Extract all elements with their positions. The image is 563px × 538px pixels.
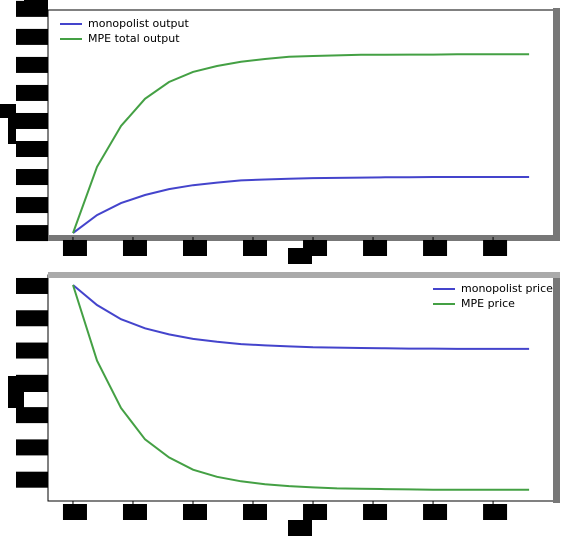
- x-tick-label-redaction: [423, 504, 448, 520]
- y-tick-label-redaction: [16, 84, 48, 101]
- legend-label: MPE total output: [88, 32, 180, 45]
- x-tick-label-redaction: [423, 240, 448, 256]
- legend-label: monopolist price: [461, 282, 553, 295]
- line: [72, 284, 530, 491]
- legend-label: monopolist output: [88, 17, 189, 30]
- line: [72, 284, 530, 350]
- y-tick-label-redaction: [16, 112, 48, 129]
- y-tick-label-redaction: [16, 197, 48, 214]
- x-tick-label-redaction: [243, 504, 268, 520]
- y-tick-label-redaction: [16, 169, 48, 186]
- y-tick-label-redaction: [16, 28, 48, 45]
- y-tick-label-redaction: [16, 439, 48, 456]
- line: [72, 176, 530, 234]
- y-tick-label-redaction: [16, 342, 48, 359]
- y-label-redaction: [8, 112, 16, 144]
- y-tick-label-redaction: [16, 225, 48, 242]
- y-tick-label-redaction: [16, 56, 48, 73]
- y-tick-label-redaction: [16, 407, 48, 424]
- y-tick-label-redaction: [16, 374, 48, 391]
- x-tick-label-redaction: [363, 240, 388, 256]
- x-tick-label-redaction: [303, 504, 328, 520]
- y-label-redaction: [8, 390, 24, 408]
- x-tick-label-redaction: [122, 504, 147, 520]
- x-label-redaction: [288, 520, 312, 536]
- x-tick-label-redaction: [363, 504, 388, 520]
- corner-redaction: [24, 0, 48, 8]
- frame-edge: [553, 8, 560, 239]
- legend-label: MPE price: [461, 297, 515, 310]
- x-tick-label-redaction: [62, 240, 87, 256]
- x-tick-label-redaction: [303, 240, 328, 256]
- y-tick-label-redaction: [16, 310, 48, 327]
- x-tick-label-redaction: [483, 504, 508, 520]
- frame-edge: [48, 272, 560, 278]
- x-tick-label-redaction: [182, 240, 207, 256]
- frame-edge: [48, 235, 560, 241]
- x-tick-label-redaction: [483, 240, 508, 256]
- y-tick-label-redaction: [16, 141, 48, 158]
- frame-edge: [553, 273, 560, 503]
- x-tick-label-redaction: [122, 240, 147, 256]
- y-tick-label-redaction: [16, 471, 48, 488]
- x-tick-label-redaction: [243, 240, 268, 256]
- x-tick-label-redaction: [182, 504, 207, 520]
- line: [72, 53, 530, 234]
- x-tick-label-redaction: [62, 504, 87, 520]
- y-tick-label-redaction: [16, 277, 48, 294]
- plot-frame: [47, 274, 556, 502]
